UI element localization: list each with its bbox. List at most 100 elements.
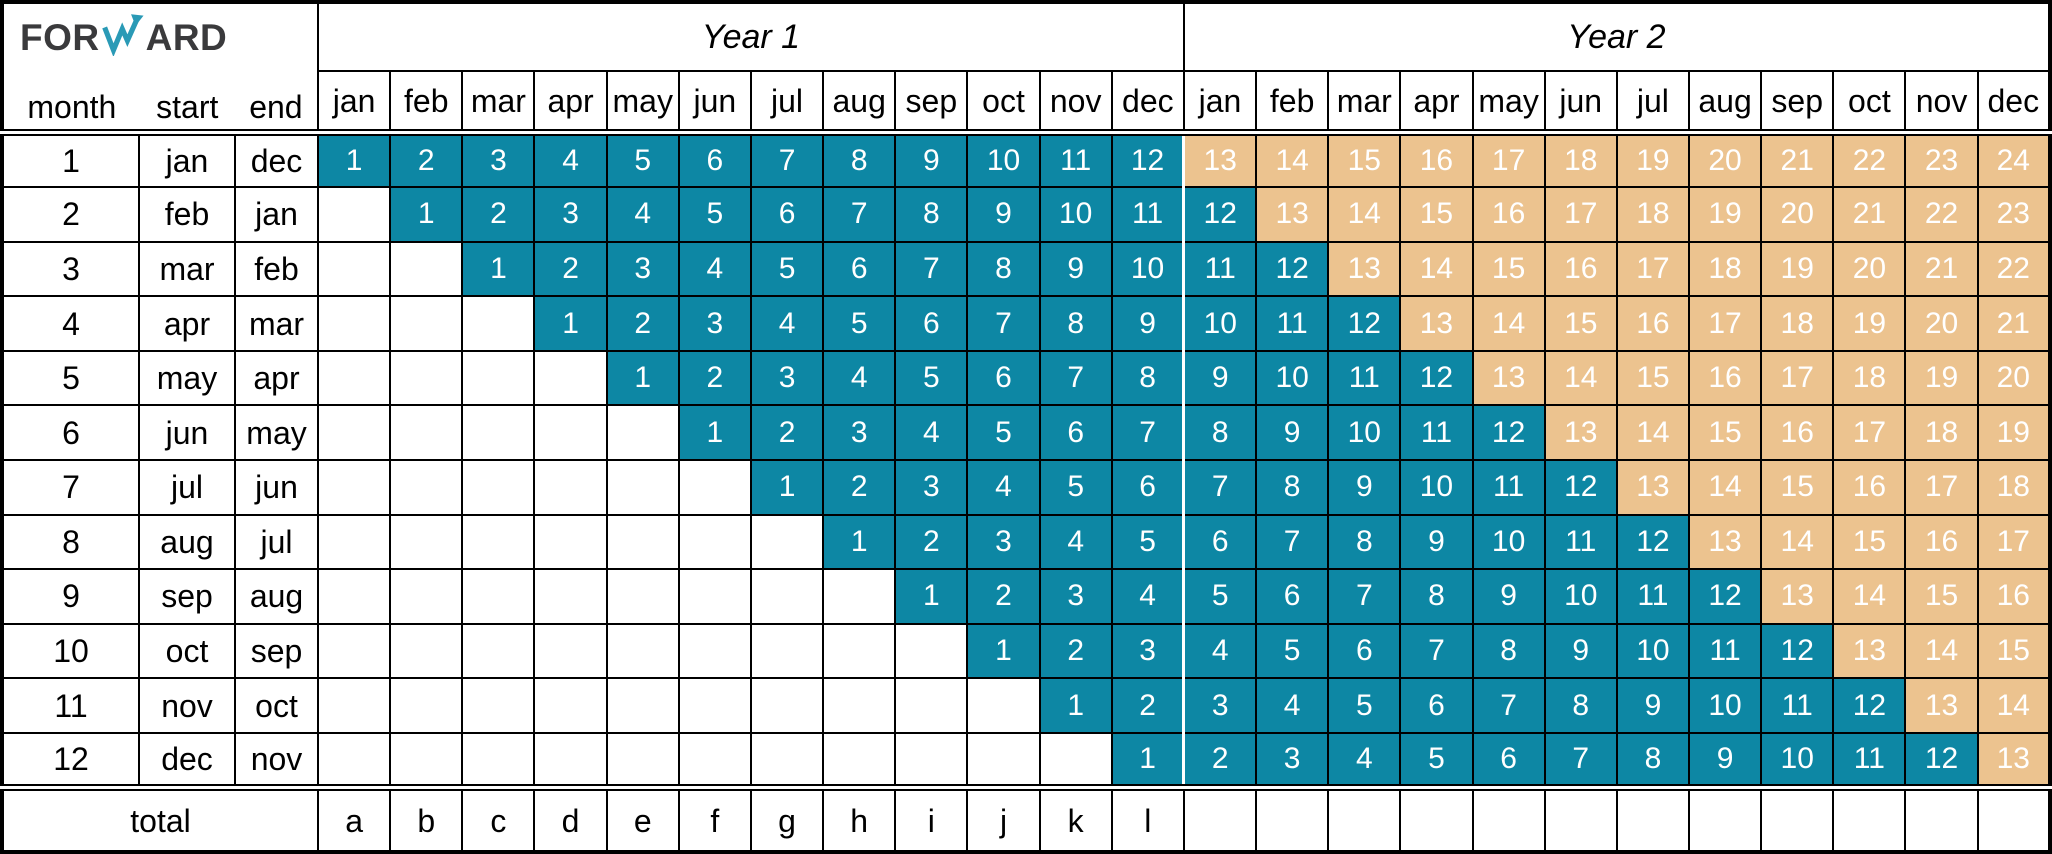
offset-cell (461, 568, 536, 625)
offset-cell: 9 (1399, 513, 1474, 571)
offset-cell: 5 (894, 349, 969, 407)
month-header-cell: aug (822, 70, 897, 137)
month-offset-row: 9 sep aug 1 2 3 4 5 6 7 8 9 10 11 12 13 14 15 16 (1, 568, 2052, 625)
month-header-cell: oct (966, 70, 1041, 137)
month-offset-row: 7 jul jun 1 2 3 4 5 6 7 8 9 10 11 12 13 14 15 16 17 18 (1, 458, 2052, 516)
offset-cell: 16 (1543, 240, 1618, 298)
month-offset-row: 1 jan dec 1 2 3 4 5 6 7 8 9 10 11 12 13 14 15 16 17 18 19 20 21… (1, 131, 2052, 189)
offset-cell (1038, 731, 1113, 789)
offset-cell: 2 (966, 568, 1041, 625)
offset-cell: 2 (894, 513, 969, 571)
offset-cell: 23 (1904, 131, 1979, 189)
total-letter-cell: c (461, 784, 536, 854)
offset-cell: 6 (1471, 731, 1546, 789)
year2-header-cell: Year 2 (1182, 0, 2052, 73)
offset-cell: 12 (1182, 186, 1258, 243)
offset-cell: 1 (1038, 677, 1113, 734)
trend-arrow-icon (100, 12, 146, 62)
offset-cell: 1 (894, 568, 969, 625)
offset-cell (749, 513, 825, 571)
offset-cell: 10 (1038, 186, 1113, 243)
offset-cell: 9 (1543, 622, 1618, 680)
offset-cell: 7 (749, 131, 825, 189)
offset-cell: 4 (1255, 677, 1330, 734)
offset-cell: 14 (1904, 622, 1979, 680)
offset-cell (317, 568, 392, 625)
offset-cell: 4 (605, 186, 680, 243)
offset-cell: 1 (749, 458, 825, 516)
month-header-cell: nov (1038, 70, 1113, 137)
offset-cell: 19 (1615, 131, 1690, 189)
month-header-cell: aug (1687, 70, 1763, 137)
offset-cell: 3 (1038, 568, 1113, 625)
offset-cell: 14 (1832, 568, 1907, 625)
month-header-cell: dec (1110, 70, 1185, 137)
offset-cell (461, 458, 536, 516)
offset-cell: 13 (1687, 513, 1763, 571)
offset-cell: 8 (1615, 731, 1690, 789)
offset-cell: 2 (822, 458, 897, 516)
start-month-cell: jul (138, 458, 236, 516)
month-column-header: month (27, 89, 117, 125)
offset-cell (533, 458, 608, 516)
end-month-cell: mar (233, 295, 320, 352)
offset-cell (389, 349, 464, 407)
total-empty-cell (1832, 784, 1907, 854)
offset-cell (461, 349, 536, 407)
offset-cell: 19 (1832, 295, 1907, 352)
offset-cell: 6 (1327, 622, 1402, 680)
offset-cell (822, 677, 897, 734)
offset-cell: 12 (1832, 677, 1907, 734)
offset-cell: 5 (966, 404, 1041, 461)
logo-and-left-header-cell: FOR ARD month start end (0, 1, 320, 136)
offset-cell: 1 (966, 622, 1041, 680)
offset-cell: 5 (1255, 622, 1330, 680)
offset-cell (677, 568, 752, 625)
offset-cell: 14 (1327, 186, 1402, 243)
offset-cell (894, 622, 969, 680)
offset-cell: 4 (1327, 731, 1402, 789)
offset-cell: 13 (1327, 240, 1402, 298)
offset-cell: 3 (461, 131, 536, 189)
offset-cell (605, 458, 680, 516)
offset-cell: 7 (966, 295, 1041, 352)
offset-cell (533, 622, 608, 680)
offset-cell: 5 (749, 240, 825, 298)
month-offset-row: 12 dec nov 1 2 3 4 5 6 7 8 9 10 11 12 13 (1, 731, 2052, 789)
offset-cell: 18 (1687, 240, 1763, 298)
offset-cell (677, 622, 752, 680)
offset-cell (461, 731, 536, 789)
offset-cell: 11 (1255, 295, 1330, 352)
offset-cell (461, 622, 536, 680)
offset-cell: 9 (966, 186, 1041, 243)
offset-cell: 17 (1760, 349, 1835, 407)
row-number-cell: 3 (1, 240, 140, 298)
offset-cell (461, 677, 536, 734)
offset-cell (749, 677, 825, 734)
offset-cell: 6 (1255, 568, 1330, 625)
month-header-cell: nov (1904, 70, 1979, 137)
offset-cell (605, 622, 680, 680)
offset-cell (966, 731, 1041, 789)
offset-cell (317, 677, 392, 734)
offset-cell: 6 (1182, 513, 1258, 571)
offset-cell: 13 (1832, 622, 1907, 680)
offset-cell: 3 (1182, 677, 1258, 734)
offset-cell: 10 (1182, 295, 1258, 352)
offset-cell: 12 (1255, 240, 1330, 298)
offset-cell: 2 (1182, 731, 1258, 789)
start-month-cell: aug (138, 513, 236, 571)
offset-cell: 6 (1110, 458, 1185, 516)
row-number-cell: 4 (1, 295, 140, 352)
offset-cell: 17 (1687, 295, 1763, 352)
offset-cell (822, 568, 897, 625)
offset-cell: 15 (1471, 240, 1546, 298)
end-month-cell: aug (233, 568, 320, 625)
offset-cell: 22 (1976, 240, 2052, 298)
offset-cell: 7 (1255, 513, 1330, 571)
month-header-cell: may (605, 70, 680, 137)
offset-cell: 14 (1543, 349, 1618, 407)
total-empty-cell (1471, 784, 1546, 854)
total-label-cell: total (0, 784, 320, 854)
offset-cell: 8 (1255, 458, 1330, 516)
